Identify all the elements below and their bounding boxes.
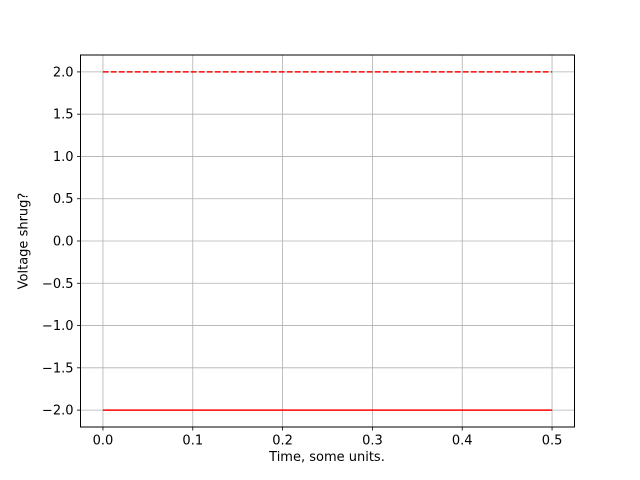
x-tick-label: 0.2 (272, 434, 293, 449)
y-tick-label: 0.5 (53, 192, 74, 207)
y-tick-label: 1.5 (53, 108, 74, 123)
y-tick-label: 1.0 (53, 150, 74, 165)
y-axis-label: Voltage shrug? (16, 192, 32, 290)
y-tick-label: −1.0 (42, 319, 74, 334)
x-axis-label: Time, some units. (269, 450, 385, 465)
x-tick-label: 0.1 (182, 434, 203, 449)
x-tick-label: 0.3 (362, 434, 383, 449)
y-tick-label: 0.0 (53, 235, 74, 250)
x-tick-label: 0.4 (452, 434, 473, 449)
x-tick-label: 0.0 (93, 434, 114, 449)
y-tick-label: −1.5 (42, 361, 74, 376)
y-tick-label: −0.5 (42, 277, 74, 292)
y-tick-label: 2.0 (53, 65, 74, 80)
y-tick-label: −2.0 (42, 404, 74, 419)
x-tick-label: 0.5 (542, 434, 563, 449)
